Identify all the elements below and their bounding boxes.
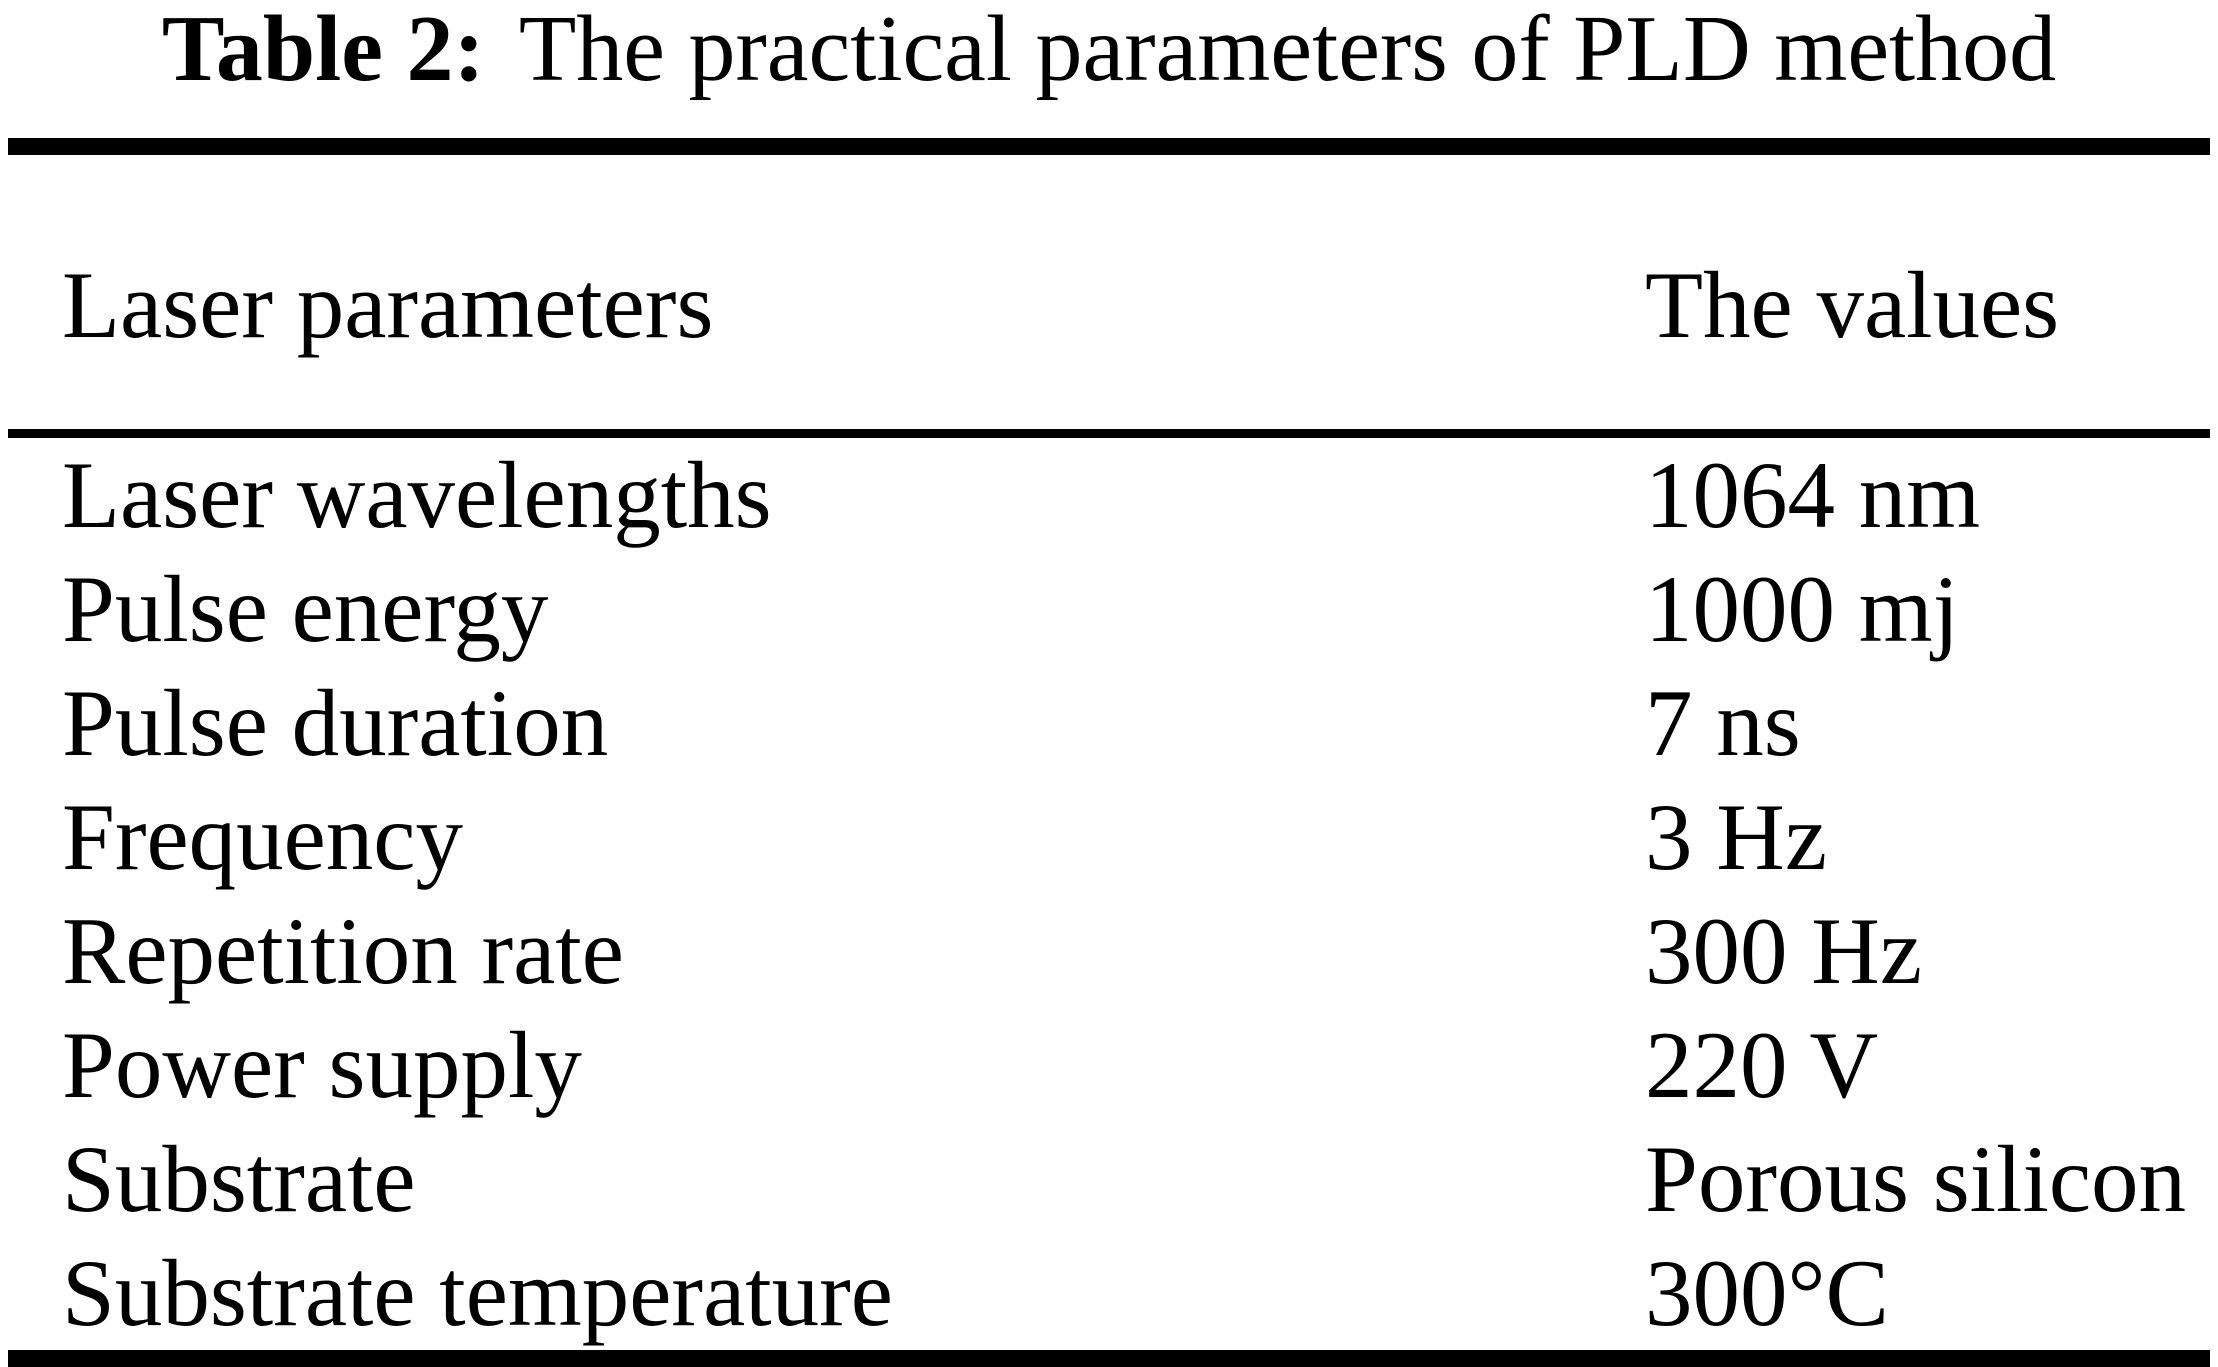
value-cell: 3 Hz — [1645, 783, 1828, 890]
column-header-parameters: Laser parameters — [62, 251, 714, 358]
table-caption: Table 2: The practical parameters of PLD… — [0, 0, 2218, 138]
table-row: Power supply 220 V — [0, 1008, 2218, 1122]
value-cell: 1000 mj — [1645, 555, 1960, 662]
parameter-cell: Laser wavelengths — [62, 441, 772, 548]
table-row: Substrate Porous silicon — [0, 1122, 2218, 1236]
value-cell: 220 V — [1645, 1011, 1879, 1118]
table-bottom-rule — [8, 1350, 2210, 1367]
table-body: Laser wavelengths 1064 nm Pulse energy 1… — [0, 438, 2218, 1350]
parameter-cell: Power supply — [62, 1011, 582, 1118]
table-caption-label: Table 2: — [161, 0, 485, 101]
table-caption-text: The practical parameters of PLD method — [518, 0, 2057, 101]
value-cell: Porous silicon — [1645, 1125, 2187, 1232]
value-cell: 1064 nm — [1645, 441, 1981, 548]
parameter-cell: Substrate — [62, 1125, 416, 1232]
table-row: Repetition rate 300 Hz — [0, 894, 2218, 1008]
column-header-values: The values — [1645, 251, 2060, 358]
value-cell: 300°C — [1645, 1239, 1889, 1346]
table-header-rule — [8, 429, 2210, 438]
parameter-cell: Pulse duration — [62, 669, 609, 776]
table-row: Pulse duration 7 ns — [0, 666, 2218, 780]
value-cell: 7 ns — [1645, 669, 1801, 776]
value-cell: 300 Hz — [1645, 897, 1923, 1004]
parameter-cell: Pulse energy — [62, 555, 549, 662]
table-row: Frequency 3 Hz — [0, 780, 2218, 894]
table-top-rule — [8, 138, 2210, 155]
table-row: Laser wavelengths 1064 nm — [0, 438, 2218, 552]
parameter-cell: Frequency — [62, 783, 463, 890]
table-row: Substrate temperature 300°C — [0, 1236, 2218, 1350]
parameter-cell: Repetition rate — [62, 897, 624, 1004]
table-row: Pulse energy 1000 mj — [0, 552, 2218, 666]
parameter-cell: Substrate temperature — [62, 1239, 893, 1346]
table-header-row: Laser parameters The values — [0, 155, 2218, 429]
